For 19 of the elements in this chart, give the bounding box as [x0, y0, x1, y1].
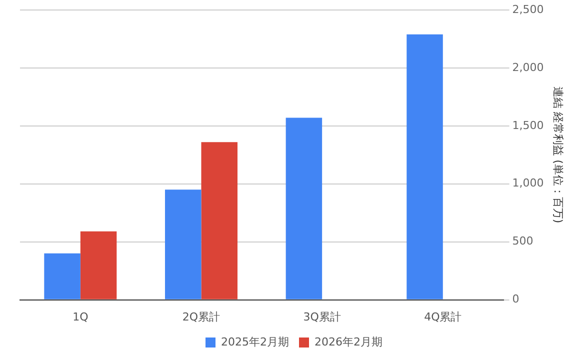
bar — [201, 142, 238, 300]
bar — [164, 190, 202, 300]
legend-label: 2025年2月期 — [221, 335, 290, 348]
legend-label: 2026年2月期 — [314, 335, 382, 348]
x-tick-label: 3Q累計 — [303, 310, 341, 324]
bar — [406, 34, 443, 300]
y-tick-label: 2,500 — [512, 2, 544, 16]
y-axis-title: 連結 経常利益 (単位：百万) — [552, 86, 565, 224]
bar — [80, 231, 117, 300]
bar — [286, 118, 322, 300]
y-tick-label: 1,000 — [512, 176, 544, 190]
bar — [44, 253, 80, 300]
y-tick-label: 500 — [512, 234, 534, 248]
x-tick-label: 1Q — [72, 310, 89, 324]
y-tick-label: 1,500 — [512, 118, 544, 132]
y-tick-label: 2,000 — [512, 60, 544, 74]
x-tick-label: 2Q累計 — [182, 310, 220, 324]
y-tick-label: 0 — [512, 292, 520, 306]
x-tick-label: 4Q累計 — [424, 310, 462, 324]
